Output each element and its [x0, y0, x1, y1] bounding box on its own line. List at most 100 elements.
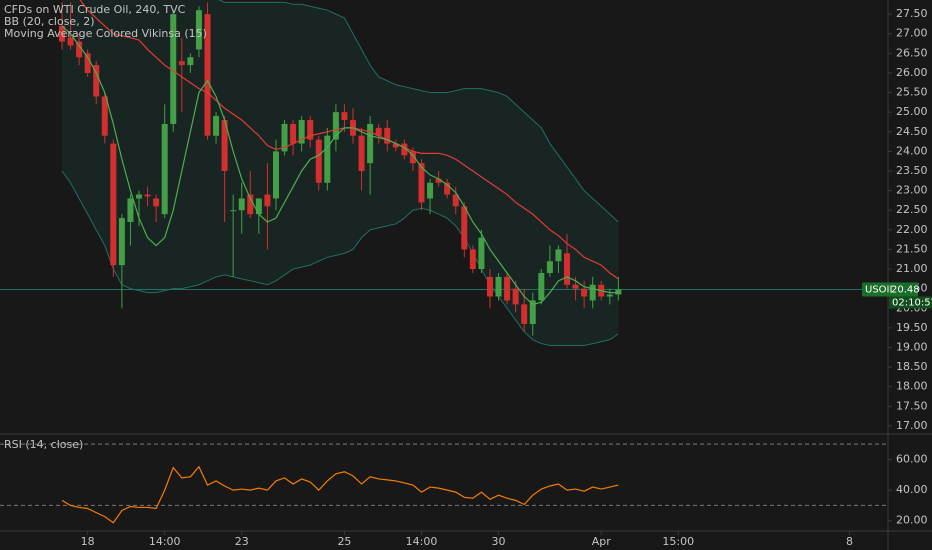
- candle-body: [452, 194, 459, 207]
- candle-body: [375, 127, 382, 136]
- y-tick-label: 23.50: [896, 164, 928, 177]
- rsi-tick-label: 20.00: [896, 514, 928, 527]
- x-tick-label: 14:00: [149, 535, 181, 548]
- candle-body: [341, 112, 348, 121]
- rsi-pane: [0, 443, 888, 524]
- y-tick-label: 26.00: [896, 66, 928, 79]
- candle-body: [204, 14, 211, 136]
- rsi-tick-label: 60.00: [896, 452, 928, 465]
- candle-body: [615, 289, 622, 295]
- rsi-line: [61, 465, 619, 524]
- candle-body: [153, 198, 160, 207]
- candle-body: [161, 123, 168, 215]
- candle-body: [384, 127, 391, 144]
- countdown-box: [889, 296, 932, 309]
- candle-body: [110, 143, 117, 266]
- last-price-box: [862, 282, 918, 297]
- candle-body: [272, 151, 279, 199]
- candle-body: [76, 41, 83, 58]
- y-tick-label: 22.50: [896, 203, 928, 216]
- candle-body: [178, 61, 185, 66]
- candle-body: [409, 151, 416, 164]
- candle-body: [461, 206, 468, 250]
- x-tick-label: Apr: [592, 535, 612, 548]
- bb-legend: BB (20, close, 2): [4, 15, 95, 28]
- y-tick-label: 19.00: [896, 340, 928, 353]
- candle-body: [546, 261, 553, 273]
- y-tick-label: 26.50: [896, 46, 928, 59]
- candle-body: [101, 96, 108, 136]
- candle-body: [238, 198, 245, 211]
- candle-body: [144, 194, 151, 197]
- y-tick-label: 22.00: [896, 223, 928, 236]
- y-tick-label: 18.50: [896, 360, 928, 373]
- bb-upper: [218, 0, 619, 223]
- candle-body: [486, 276, 493, 297]
- candle-body: [84, 53, 91, 73]
- candle-body: [469, 249, 476, 270]
- candle-body: [538, 272, 545, 301]
- countdown-label: 02:10:57: [892, 297, 932, 308]
- y-tick-label: 17.00: [896, 419, 928, 432]
- candle-body: [495, 276, 502, 297]
- y-tick-label: 27.00: [896, 27, 928, 40]
- y-tick-label: 21.50: [896, 242, 928, 255]
- candle-body: [444, 182, 451, 195]
- x-tick-label: 14:00: [406, 535, 438, 548]
- x-tick-label: 8: [846, 535, 853, 548]
- y-tick-label: 24.50: [896, 125, 928, 138]
- candle-body: [307, 120, 314, 140]
- candle-body: [512, 288, 519, 305]
- candle-body: [127, 198, 134, 222]
- y-tick-label: 24.00: [896, 144, 928, 157]
- candle-body: [392, 143, 399, 148]
- candle-body: [230, 210, 237, 212]
- x-tick-label: 18: [81, 535, 95, 548]
- y-tick-label: 23.00: [896, 184, 928, 197]
- bb-lower: [61, 170, 619, 347]
- candle-body: [195, 10, 202, 50]
- candle-body: [247, 194, 254, 215]
- candle-body: [401, 143, 408, 156]
- candle-body: [136, 194, 143, 199]
- candle-body: [298, 120, 305, 144]
- candle-body: [93, 65, 100, 97]
- candle-body: [427, 182, 434, 199]
- y-tick-label: 25.50: [896, 86, 928, 99]
- y-tick-label: 21.00: [896, 262, 928, 275]
- candle-body: [367, 123, 374, 164]
- candle-body: [118, 218, 125, 266]
- x-tick-label: 23: [235, 535, 249, 548]
- legend: CFDs on WTI Crude Oil, 240, TVC BB (20, …: [4, 3, 207, 451]
- x-tick-label: 15:00: [662, 535, 694, 548]
- candle-body: [529, 300, 536, 324]
- x-tick-label: 30: [492, 535, 506, 548]
- symbol-label: USOIL: [865, 284, 895, 295]
- candle-body: [324, 135, 331, 183]
- y-tick-label: 19.50: [896, 321, 928, 334]
- y-tick-label: 27.50: [896, 7, 928, 20]
- rsi-legend: RSI (14, close): [4, 438, 83, 451]
- candle-body: [187, 57, 194, 66]
- candle-body: [555, 249, 562, 262]
- candle-body: [435, 178, 442, 183]
- ma-line: [61, 25, 619, 306]
- chart-title: CFDs on WTI Crude Oil, 240, TVC: [4, 3, 186, 16]
- candle-body: [418, 163, 425, 203]
- y-tick-label: 25.00: [896, 105, 928, 118]
- y-tick-label: 18.00: [896, 380, 928, 393]
- candle-body: [58, 25, 65, 42]
- y-tick-label: 17.50: [896, 399, 928, 412]
- candle-body: [255, 198, 262, 215]
- last-price-label: 20.48: [891, 284, 920, 295]
- candle-body: [581, 288, 588, 297]
- candle-body: [606, 294, 613, 297]
- candle-body: [572, 284, 579, 289]
- candle-body: [170, 14, 177, 124]
- candle-body: [264, 194, 271, 207]
- candle-body: [315, 139, 322, 183]
- candle-body: [504, 276, 511, 301]
